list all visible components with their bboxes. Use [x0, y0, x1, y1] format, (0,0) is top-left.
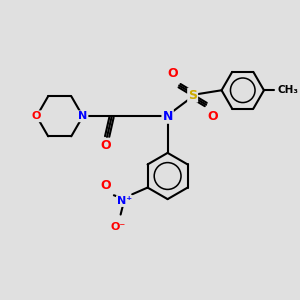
- Text: S: S: [188, 88, 197, 102]
- Text: N: N: [162, 110, 173, 123]
- Text: O⁻: O⁻: [110, 222, 125, 232]
- Text: CH₃: CH₃: [278, 85, 298, 95]
- Text: O: O: [208, 110, 218, 123]
- Text: N: N: [78, 111, 88, 121]
- Text: N⁺: N⁺: [117, 196, 132, 206]
- Text: O: O: [101, 139, 111, 152]
- Text: O: O: [167, 68, 178, 80]
- Text: O: O: [100, 179, 110, 192]
- Text: O: O: [32, 111, 41, 121]
